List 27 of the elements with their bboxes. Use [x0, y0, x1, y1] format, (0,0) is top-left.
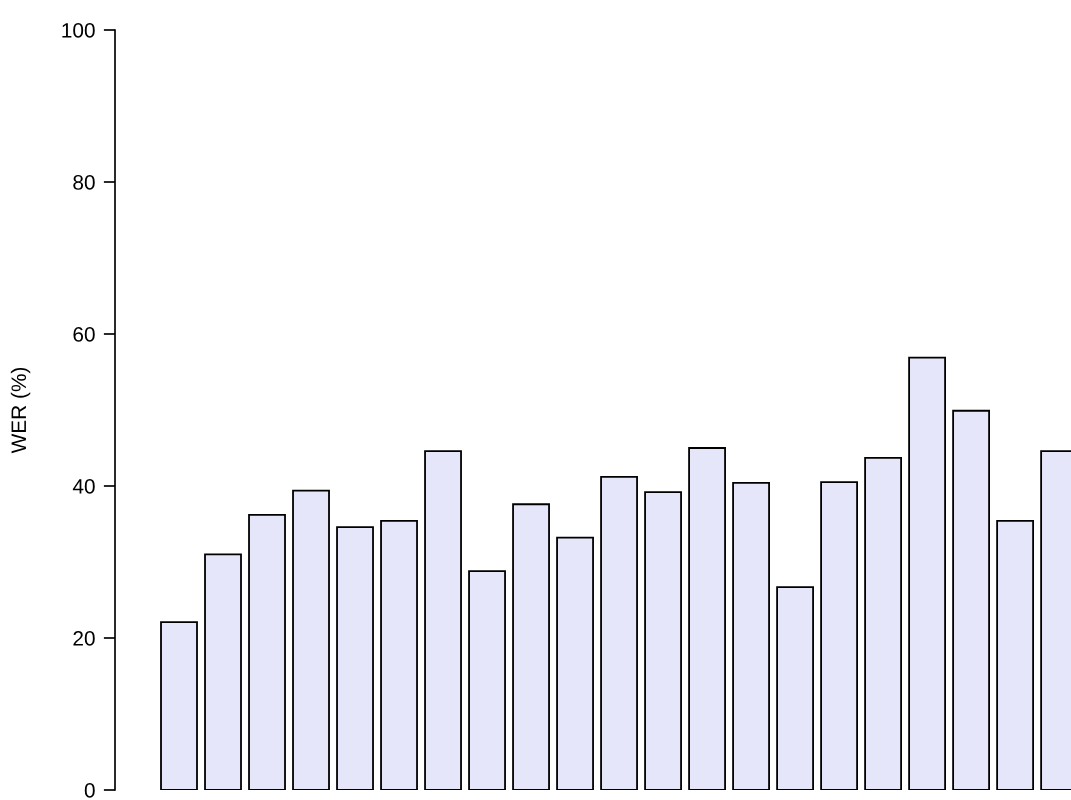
- bar: [248, 513, 286, 790]
- bar: [908, 356, 947, 790]
- y-tick-label: 100: [62, 23, 95, 38]
- bar: [336, 526, 374, 790]
- bar: [424, 450, 462, 790]
- bar: [952, 409, 991, 790]
- bar: [776, 586, 814, 790]
- bar: [380, 520, 418, 790]
- y-tick-label: 60: [73, 327, 95, 342]
- bar: [644, 491, 682, 790]
- bar: [732, 482, 770, 790]
- bar: [820, 481, 858, 790]
- bar: [864, 456, 902, 790]
- y-tick-label: 20: [73, 631, 95, 646]
- bar: [512, 503, 550, 790]
- bar: [600, 475, 638, 790]
- bar: [688, 447, 726, 790]
- bar: [556, 536, 594, 790]
- bar: [292, 489, 330, 790]
- bar: [160, 621, 198, 790]
- y-tick-label: 80: [73, 175, 95, 190]
- bar: [204, 553, 242, 790]
- y-tick-label: 40: [72, 479, 95, 494]
- y-axis-title: WER (%): [10, 367, 31, 454]
- y-tick-label: 0: [84, 783, 95, 798]
- bar: [996, 520, 1035, 790]
- bar: [468, 570, 506, 790]
